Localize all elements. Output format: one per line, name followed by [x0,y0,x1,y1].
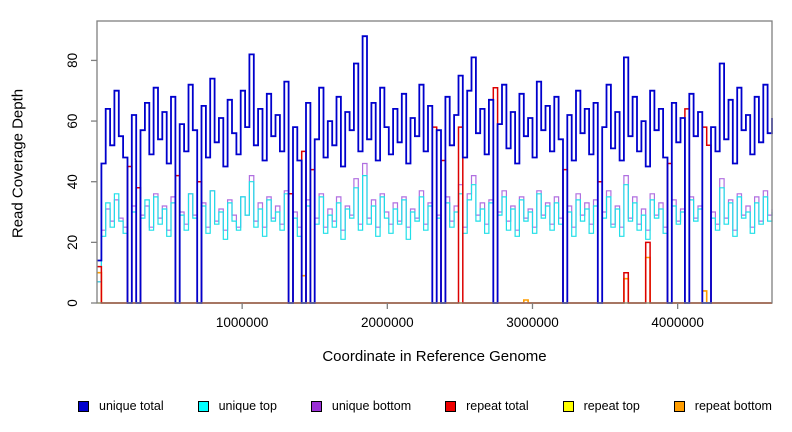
legend-label: unique total [99,399,164,413]
legend-label: repeat top [583,399,640,413]
legend-swatch-repeat-bottom [673,400,685,412]
series-repeat-total [97,86,772,304]
plot-area: 0 20 40 60 80 1000000 2000000 3000000 4000000 [65,20,773,330]
legend-item-repeat-top: repeat top [562,399,640,413]
y-tick-label: 20 [65,235,80,250]
legend-swatch-repeat-top [562,400,574,412]
y-tick-label: 80 [65,53,80,68]
legend-label: repeat total [466,399,529,413]
legend-swatch-unique-bottom [310,400,322,412]
x-tick-label: 3000000 [506,315,559,330]
x-tick-label: 2000000 [361,315,414,330]
legend-label: repeat bottom [694,399,772,413]
y-tick-label: 40 [65,174,80,189]
series-repeat-bottom [97,256,772,304]
legend: unique total unique top unique bottom repea… [78,399,772,413]
legend-label: unique bottom [331,399,412,413]
series-unique-top [97,175,773,304]
series-unique-bottom [97,162,773,304]
legend-swatch-unique-total [78,400,89,412]
y-tick-label: 0 [65,299,80,307]
legend-item-repeat-bottom: repeat bottom [673,399,772,413]
legend-swatch-repeat-total [445,400,457,412]
legend-item-unique-total: unique total [78,399,164,413]
series-unique-total [97,35,773,304]
y-tick-label: 60 [65,114,80,129]
x-tick-label: 1000000 [216,315,269,330]
legend-label: unique top [218,399,277,413]
legend-item-repeat-total: repeat total [445,399,529,413]
legend-item-unique-top: unique top [197,399,277,413]
plot-box [96,20,773,304]
legend-swatch-unique-top [197,400,209,412]
x-axis-label: Coordinate in Reference Genome [322,348,547,365]
y-axis-label: Read Coverage Depth [9,88,27,239]
x-tick-label: 4000000 [651,315,704,330]
legend-item-unique-bottom: unique bottom [310,399,412,413]
